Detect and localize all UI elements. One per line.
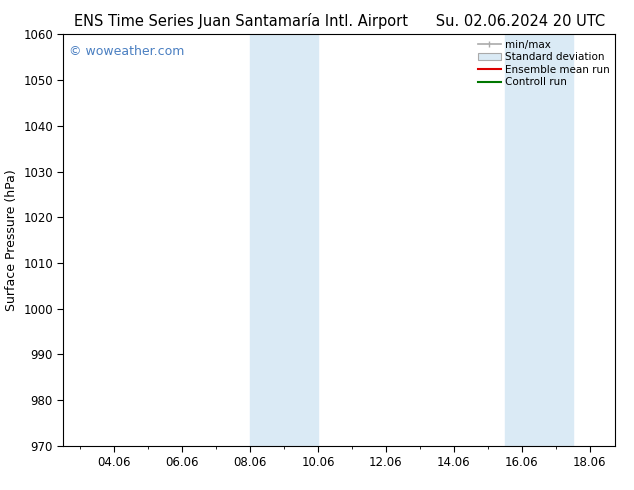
- Title: ENS Time Series Juan Santamaría Intl. Airport      Su. 02.06.2024 20 UTC: ENS Time Series Juan Santamaría Intl. Ai…: [74, 13, 605, 29]
- Text: © woweather.com: © woweather.com: [69, 45, 184, 58]
- Y-axis label: Surface Pressure (hPa): Surface Pressure (hPa): [4, 169, 18, 311]
- Legend: min/max, Standard deviation, Ensemble mean run, Controll run: min/max, Standard deviation, Ensemble me…: [476, 37, 612, 89]
- Bar: [250, 34, 318, 446]
- Bar: [505, 34, 573, 446]
